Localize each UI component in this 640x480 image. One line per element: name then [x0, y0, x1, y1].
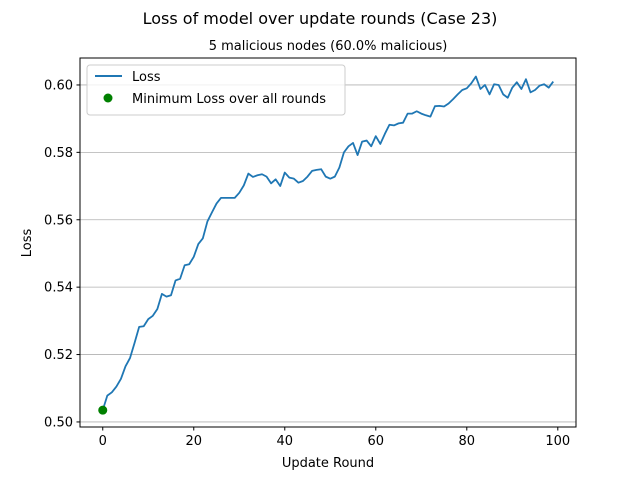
y-tick-label: 0.60	[44, 78, 73, 93]
x-axis: 0 20 40 60 80 100	[99, 427, 570, 449]
y-tick-label: 0.56	[44, 213, 73, 228]
y-tick-label: 0.50	[44, 415, 73, 430]
chart-subtitle: 5 malicious nodes (60.0% malicious)	[209, 39, 448, 54]
y-axis: 0.50 0.52 0.54 0.56 0.58 0.60	[44, 78, 80, 430]
loss-line	[101, 75, 554, 411]
y-tick-label: 0.52	[44, 348, 73, 363]
y-tick-label: 0.58	[44, 146, 73, 161]
minimum-loss-point	[98, 405, 108, 415]
x-tick-label: 80	[459, 434, 476, 449]
legend-box	[86, 64, 346, 116]
x-tick-label: 100	[545, 434, 570, 449]
y-tick-label: 0.54	[44, 281, 73, 296]
x-tick-label: 20	[185, 434, 202, 449]
legend: Loss Minimum Loss over all rounds	[86, 64, 346, 116]
legend-label-loss: Loss	[132, 70, 161, 85]
y-axis-label: Loss	[20, 229, 35, 258]
x-axis-label: Update Round	[282, 456, 374, 471]
plot-series	[98, 75, 554, 415]
legend-label-minimum: Minimum Loss over all rounds	[132, 92, 326, 107]
gridlines	[80, 84, 576, 423]
legend-swatch-minimum	[103, 93, 113, 103]
plot-frame	[79, 57, 577, 428]
x-tick-label: 40	[276, 434, 293, 449]
x-tick-label: 60	[368, 434, 385, 449]
chart-title: Loss of model over update rounds (Case 2…	[143, 9, 498, 28]
x-tick-label: 0	[99, 434, 107, 449]
